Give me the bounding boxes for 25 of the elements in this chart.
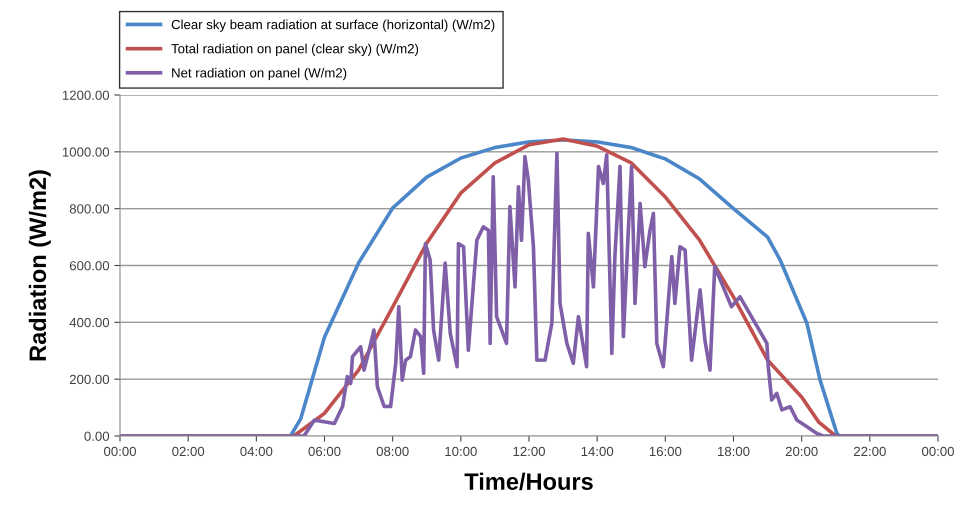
legend-label: Total radiation on panel (clear sky) (W/m2) [171, 44, 418, 56]
y-tick-label: 200.00 [70, 374, 110, 384]
y-tick-label: 1200.00 [62, 90, 110, 100]
x-tick-label: 22:00 [854, 446, 886, 456]
x-tick-label: 00:00 [922, 446, 954, 456]
x-axis-title: Time/Hours [464, 472, 593, 490]
y-axis-title: Radiation (W/m2) [28, 170, 51, 360]
y-tick-label: 600.00 [70, 261, 110, 270]
x-tick-label: 02:00 [172, 446, 204, 456]
x-tick-label: 16:00 [650, 446, 682, 456]
y-tick-label: 800.00 [70, 204, 110, 214]
y-tick-label: 1000.00 [62, 147, 110, 157]
x-tick-label: 00:00 [104, 446, 136, 456]
x-tick-label: 14:00 [582, 446, 614, 456]
x-tick-label: 18:00 [718, 446, 750, 456]
x-tick-label: 08:00 [376, 446, 409, 456]
x-tick-label: 10:00 [445, 446, 477, 456]
legend-label: Net radiation on panel (W/m2) [172, 68, 346, 80]
x-tick-label: 06:00 [308, 446, 340, 456]
legend-label: Clear sky beam radiation at surface (horizontal) (W/m2) [172, 20, 494, 32]
x-tick-label: 04:00 [240, 446, 272, 456]
y-tick-label: 400.00 [70, 318, 110, 328]
x-tick-label: 12:00 [514, 446, 545, 456]
y-tick-label: 0.00 [84, 432, 110, 441]
x-tick-label: 20:00 [786, 446, 818, 456]
